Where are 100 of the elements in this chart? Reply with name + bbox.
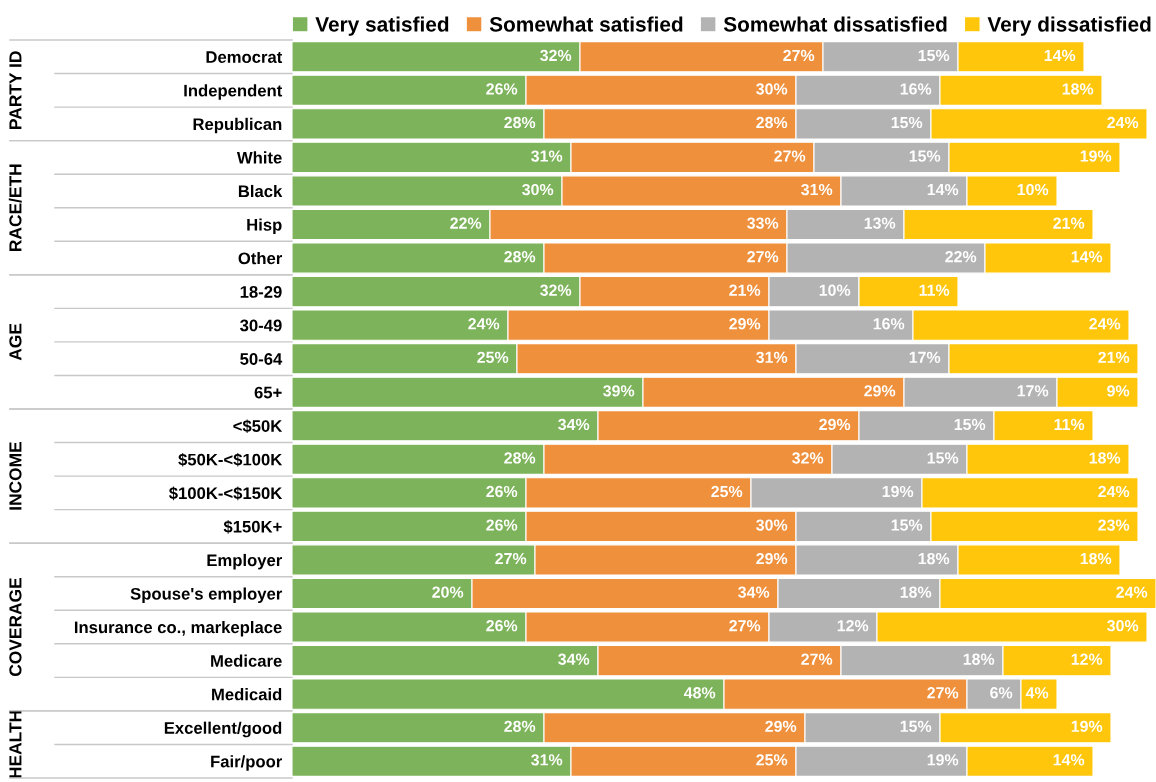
data-label: 18% [900, 586, 932, 598]
legend-label: Very satisfied [315, 16, 449, 36]
legend-label: Very dissatisfied [987, 16, 1151, 36]
data-label: 15% [900, 720, 932, 732]
data-label: 30% [1107, 620, 1139, 632]
data-label: 24% [468, 318, 500, 330]
data-label: 16% [873, 318, 905, 330]
legend-label: Somewhat dissatisfied [723, 16, 947, 32]
data-label: 28% [504, 251, 536, 263]
data-label: 31% [801, 183, 833, 196]
y-tick-label: 65+ [254, 386, 282, 399]
y-tick-label: Black [238, 184, 283, 198]
data-label: 14% [1044, 49, 1076, 62]
data-label: 24% [1107, 116, 1139, 129]
data-label: 10% [1017, 183, 1049, 196]
data-label: 19% [1071, 720, 1103, 732]
data-label: 23% [1098, 519, 1130, 531]
data-label: 24% [1089, 318, 1121, 330]
y-axis-title: COVERAGE [9, 578, 22, 677]
y-axis-title: PARTY ID [9, 51, 22, 129]
data-label: 27% [774, 150, 806, 162]
data-label: 6% [990, 687, 1013, 699]
data-label: 19% [1080, 150, 1112, 162]
y-tick-label: Employer [207, 553, 283, 570]
data-label: 48% [683, 687, 716, 699]
y-tick-label: $50K-<$100K [178, 452, 283, 467]
data-label: 10% [819, 284, 851, 296]
data-label: 34% [558, 653, 590, 665]
y-axis-title: HEALTH [9, 711, 22, 778]
y-tick-label: <$50K [233, 419, 283, 434]
data-label: 24% [1116, 586, 1148, 598]
data-label: 21% [1098, 351, 1130, 363]
data-label: 30% [756, 519, 788, 531]
data-label: 32% [792, 452, 824, 464]
legend-label: Somewhat satisfied [489, 16, 683, 32]
data-label: 32% [540, 284, 572, 296]
data-label: 15% [954, 418, 986, 431]
data-label: 11% [919, 284, 950, 296]
y-tick-label: Other [238, 252, 283, 265]
y-tick-label: $150K+ [223, 520, 282, 534]
data-label: 11% [1054, 418, 1085, 431]
data-label: 33% [747, 217, 779, 229]
data-label: 25% [711, 485, 743, 498]
data-label: 28% [504, 116, 536, 129]
data-label: 26% [486, 620, 518, 632]
y-tick-label: Hisp [247, 218, 282, 234]
data-label: 26% [486, 519, 518, 531]
data-label: 14% [1053, 754, 1085, 766]
data-label: 29% [756, 552, 788, 565]
data-label: 27% [801, 653, 833, 665]
y-tick-label: Insurance co., markeplace [74, 621, 282, 637]
data-label: 28% [504, 452, 536, 464]
data-label: 29% [819, 418, 851, 431]
data-label: 27% [729, 620, 761, 632]
data-label: 18% [1062, 83, 1094, 95]
data-label: 27% [747, 251, 779, 263]
data-label: 28% [756, 116, 788, 129]
data-label: 15% [927, 452, 959, 464]
y-axis-title: INCOME [9, 442, 22, 510]
data-label: 14% [927, 183, 959, 196]
data-label: 4% [1025, 687, 1049, 699]
y-tick-label: Fair/poor [211, 755, 283, 771]
data-label: 31% [531, 150, 563, 162]
data-label: 16% [900, 83, 932, 95]
data-label: 15% [918, 49, 950, 62]
data-label: 18% [1080, 552, 1112, 565]
data-label: 22% [945, 251, 977, 263]
y-axis-title: AGE [9, 323, 22, 361]
data-label: 21% [729, 284, 761, 296]
y-tick-label: Medicaid [212, 688, 282, 701]
data-label: 13% [864, 217, 896, 229]
data-label: 12% [1071, 653, 1103, 665]
data-label: 28% [504, 720, 536, 732]
y-tick-label: Democrat [206, 51, 283, 63]
data-label: 17% [1017, 385, 1049, 397]
data-label: 12% [837, 620, 869, 632]
data-label: 15% [891, 116, 923, 129]
data-label: 24% [1098, 485, 1130, 498]
data-label: 17% [909, 351, 941, 363]
data-label: 26% [486, 485, 518, 498]
data-label: 9% [1107, 385, 1130, 397]
data-label: 31% [756, 351, 788, 363]
data-label: 25% [756, 754, 788, 766]
data-label: 20% [432, 586, 464, 598]
y-tick-label: 30-49 [240, 319, 282, 332]
y-tick-label: 18-29 [240, 285, 282, 298]
y-tick-label: Excellent/good [164, 721, 282, 738]
y-tick-label: White [236, 151, 282, 164]
data-label: 30% [522, 183, 554, 196]
data-label: 27% [783, 49, 815, 62]
data-label: 25% [477, 351, 509, 363]
data-label: 29% [729, 318, 761, 330]
data-label: 29% [765, 720, 797, 732]
data-label: 34% [558, 418, 590, 431]
data-label: 39% [603, 385, 635, 397]
data-label: 21% [1053, 217, 1085, 229]
data-label: 26% [486, 83, 518, 95]
data-label: 18% [1089, 452, 1121, 464]
data-label: 18% [963, 653, 995, 665]
y-tick-label: Medicare [211, 654, 282, 667]
